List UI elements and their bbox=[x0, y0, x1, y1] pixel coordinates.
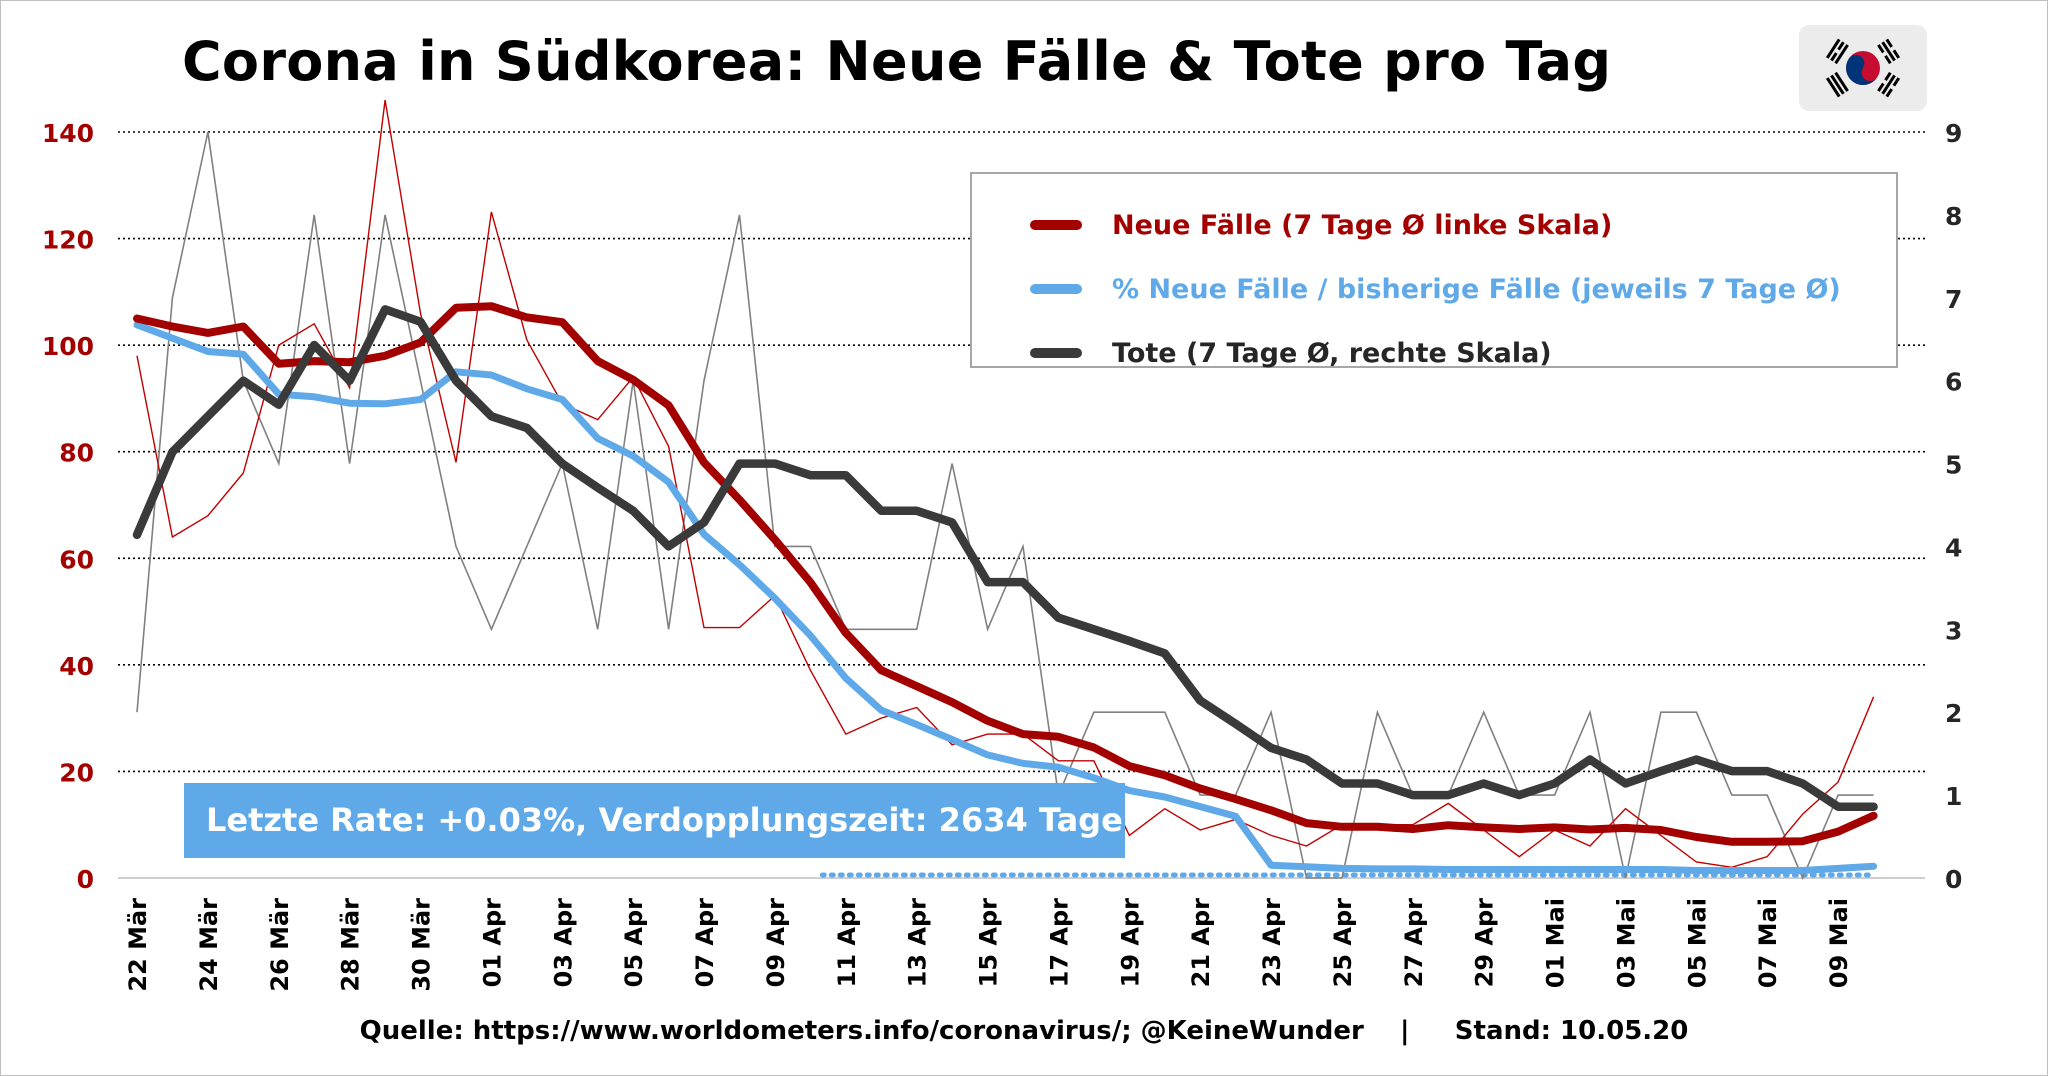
y-left-tick-label: 0 bbox=[77, 865, 94, 894]
x-tick-label: 27 Apr bbox=[1400, 898, 1428, 988]
legend-label-deaths: Tote (7 Tage Ø, rechte Skala) bbox=[1112, 338, 1552, 369]
x-tick-label: 19 Apr bbox=[1116, 898, 1144, 988]
x-tick-label: 13 Apr bbox=[904, 898, 932, 988]
x-tick-label: 24 Mär bbox=[195, 898, 223, 992]
y-right-tick-label: 3 bbox=[1945, 616, 1962, 645]
x-tick-label: 03 Apr bbox=[549, 898, 577, 988]
x-tick-label: 03 Mai bbox=[1612, 898, 1640, 988]
legend-swatch-deaths bbox=[1030, 348, 1082, 358]
south-korea-flag-icon bbox=[1799, 25, 1927, 111]
x-tick-label: 09 Mai bbox=[1825, 898, 1853, 988]
y-right-tick-label: 9 bbox=[1945, 119, 1962, 148]
x-tick-label: 28 Mär bbox=[337, 898, 365, 992]
y-right-tick-label: 6 bbox=[1945, 368, 1962, 397]
series-pct-new-cases bbox=[133, 321, 1878, 874]
chart-legend: Neue Fälle (7 Tage Ø linke Skala) % Neue… bbox=[970, 172, 1898, 369]
y-right-tick-label: 4 bbox=[1945, 533, 1962, 562]
x-tick-label: 07 Mai bbox=[1754, 898, 1782, 988]
chart-title: Corona in Südkorea: Neue Fälle & Tote pr… bbox=[182, 30, 1612, 93]
x-tick-label: 09 Apr bbox=[762, 898, 790, 988]
y-right-tick-label: 5 bbox=[1945, 451, 1962, 480]
y-left-tick-label: 20 bbox=[59, 758, 94, 787]
x-tick-label: 17 Apr bbox=[1045, 898, 1073, 988]
y-right-tick-label: 2 bbox=[1945, 699, 1962, 728]
y-right-tick-label: 8 bbox=[1945, 202, 1962, 231]
x-tick-label: 21 Apr bbox=[1187, 898, 1215, 988]
x-tick-label: 01 Apr bbox=[478, 898, 506, 988]
x-tick-label: 05 Apr bbox=[620, 898, 648, 988]
y-right-tick-label: 0 bbox=[1945, 865, 1962, 894]
x-tick-label: 29 Apr bbox=[1471, 898, 1499, 988]
y-left-tick-label: 40 bbox=[59, 652, 94, 681]
series-deaths bbox=[132, 305, 1878, 811]
y-right-tick-label: 7 bbox=[1945, 285, 1962, 314]
y-right-tick-label: 1 bbox=[1945, 782, 1962, 811]
rate-info-box: Letzte Rate: +0.03%, Verdopplungszeit: 2… bbox=[184, 783, 1125, 858]
x-tick-label: 15 Apr bbox=[975, 898, 1003, 988]
y-left-tick-label: 140 bbox=[42, 119, 94, 148]
y-left-tick-label: 120 bbox=[42, 226, 94, 255]
legend-swatch-pct-new-cases bbox=[1030, 284, 1082, 294]
x-tick-label: 30 Mär bbox=[408, 898, 436, 992]
series-daily-deaths bbox=[136, 131, 1874, 881]
x-tick-label: 05 Mai bbox=[1683, 898, 1711, 988]
source-note: Quelle: https://www.worldometers.info/co… bbox=[359, 1016, 1689, 1046]
x-tick-label: 22 Mär bbox=[124, 898, 152, 992]
x-tick-label: 11 Apr bbox=[833, 898, 861, 988]
x-tick-label: 26 Mär bbox=[266, 898, 294, 992]
legend-swatch-new-cases bbox=[1030, 220, 1082, 230]
x-tick-label: 07 Apr bbox=[691, 898, 719, 988]
y-left-tick-label: 60 bbox=[59, 545, 94, 574]
y-left-tick-label: 80 bbox=[59, 439, 94, 468]
legend-label-new-cases: Neue Fälle (7 Tage Ø linke Skala) bbox=[1112, 210, 1613, 241]
y-left-tick-label: 100 bbox=[42, 332, 94, 361]
x-tick-label: 01 Mai bbox=[1542, 898, 1570, 988]
legend-label-pct-new-cases: % Neue Fälle / bisherige Fälle (jeweils … bbox=[1112, 274, 1841, 305]
x-tick-label: 25 Apr bbox=[1329, 898, 1357, 988]
x-tick-label: 23 Apr bbox=[1258, 898, 1286, 988]
